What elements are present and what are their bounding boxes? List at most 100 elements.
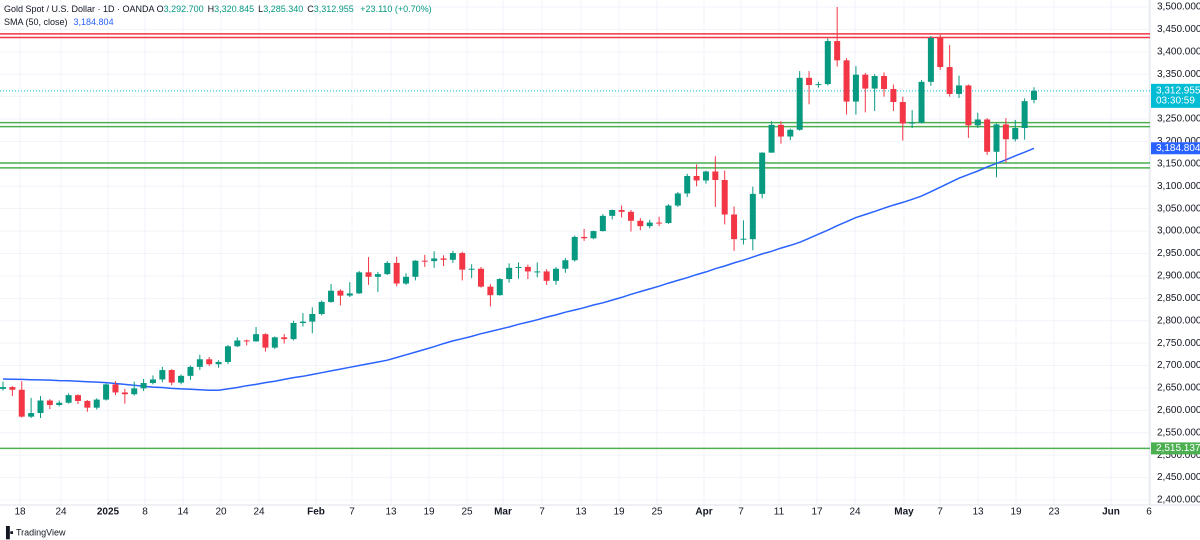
x-tick-label: Mar [494, 507, 512, 518]
candle-body [524, 266, 531, 272]
candle-body [224, 346, 231, 362]
ohlc: O3,292.700 H3,320.845 L3,285.340 C3,312.955 [157, 4, 358, 14]
x-tick-label: Jun [1102, 507, 1120, 518]
x-tick-label: 17 [811, 507, 823, 518]
x-tick-label: 7 [937, 507, 943, 518]
candle-body [0, 387, 6, 389]
candle-body [459, 253, 466, 270]
candle-body [965, 85, 972, 126]
x-tick-label: 8 [142, 507, 148, 518]
y-tick-label: 3,350.000 [1157, 69, 1200, 80]
candle-body [46, 400, 53, 405]
candle-body [243, 340, 250, 342]
candle-body [721, 179, 728, 215]
candle-body [974, 119, 981, 126]
candle-body [815, 84, 822, 86]
candle-body [159, 370, 166, 380]
indicator-legend: SMA (50, close) 3,184.804 [4, 17, 114, 27]
x-tick-label: 24 [253, 507, 265, 518]
candle-body [281, 337, 288, 340]
x-tick-label: Apr [695, 507, 712, 518]
candle-body [65, 395, 72, 403]
candle-body [28, 413, 35, 417]
x-tick-label: 18 [14, 507, 26, 518]
candle-body [993, 124, 1000, 152]
x-tick-label: 11 [774, 507, 785, 518]
y-tick-label: 3,050.000 [1157, 203, 1200, 214]
candle-body [927, 37, 934, 82]
y-tick-label: 3,250.000 [1157, 114, 1200, 125]
candle-body [956, 85, 963, 94]
y-tick-label: 2,950.000 [1157, 248, 1200, 259]
candle-body [1002, 124, 1009, 140]
candle-body [590, 231, 597, 239]
candle-body [1012, 128, 1019, 140]
candle-body [946, 67, 953, 94]
y-tick-label: 2,600.000 [1157, 405, 1200, 416]
x-tick-label: 23 [1048, 507, 1060, 518]
x-tick-label: 13 [385, 507, 397, 518]
candle-body [149, 379, 156, 384]
candle-body [337, 290, 344, 296]
candle-body [112, 384, 119, 393]
y-tick-label: 2,750.000 [1157, 338, 1200, 349]
x-tick-label: 19 [423, 507, 435, 518]
price-tag [1151, 442, 1200, 455]
candle-body [702, 171, 709, 181]
candle-body [9, 387, 16, 390]
candle-body [984, 119, 991, 152]
candle-body [299, 321, 306, 323]
candle-body [271, 337, 278, 348]
candle-body [637, 220, 644, 227]
candle-body [356, 272, 363, 294]
candle-body [834, 41, 841, 61]
ohlc-key: C [307, 4, 314, 14]
candle-body [290, 322, 297, 340]
change: +23.110 (+0.70%) [360, 4, 432, 14]
candle-body [693, 175, 700, 181]
x-tick-label: 24 [55, 507, 67, 518]
candle-body [665, 205, 672, 224]
candle-body [749, 193, 756, 240]
x-tick-label: 24 [849, 507, 861, 518]
footer-brand: TradingView [16, 527, 66, 537]
candle-body [506, 267, 513, 280]
y-tick-label: 2,900.000 [1157, 271, 1200, 282]
candle-body [796, 77, 803, 130]
x-tick-label: 7 [738, 507, 744, 518]
y-tick-label: 3,000.000 [1157, 226, 1200, 237]
candle-body [843, 60, 850, 102]
y-tick-label: 2,450.000 [1157, 472, 1200, 483]
candle-body [384, 262, 391, 275]
ohlc-key: O [156, 4, 164, 14]
candle-body [346, 293, 353, 296]
candle-body [768, 124, 775, 153]
x-tick-label: 13 [972, 507, 984, 518]
y-tick-label: 3,400.000 [1157, 46, 1200, 57]
candle-body [740, 238, 747, 240]
candle-body [862, 74, 869, 89]
y-tick-label: 2,850.000 [1157, 293, 1200, 304]
candle-body [196, 359, 203, 367]
x-tick-label: 14 [177, 507, 189, 518]
candle-body [534, 271, 541, 273]
header: Gold Spot / U.S. Dollar · 1D · OANDA O3,… [4, 4, 436, 14]
candle-body [787, 129, 794, 137]
candle-body [440, 258, 447, 260]
candle-body [871, 76, 878, 89]
candle-body [234, 340, 241, 347]
candle-body [881, 76, 888, 90]
price-tag [1151, 83, 1200, 108]
y-tick-label: 2,400.000 [1157, 495, 1200, 506]
candle-body [328, 290, 335, 302]
footer-logo-mark: ▐▪ [2, 525, 14, 540]
candle-body [131, 388, 138, 395]
candle-body [374, 274, 381, 277]
x-tick-label: 2025 [97, 507, 120, 518]
candle-body [262, 334, 269, 348]
ohlc-key: H [207, 4, 215, 14]
candle-body [1021, 101, 1028, 129]
indicator-value: 3,184.804 [73, 17, 114, 27]
